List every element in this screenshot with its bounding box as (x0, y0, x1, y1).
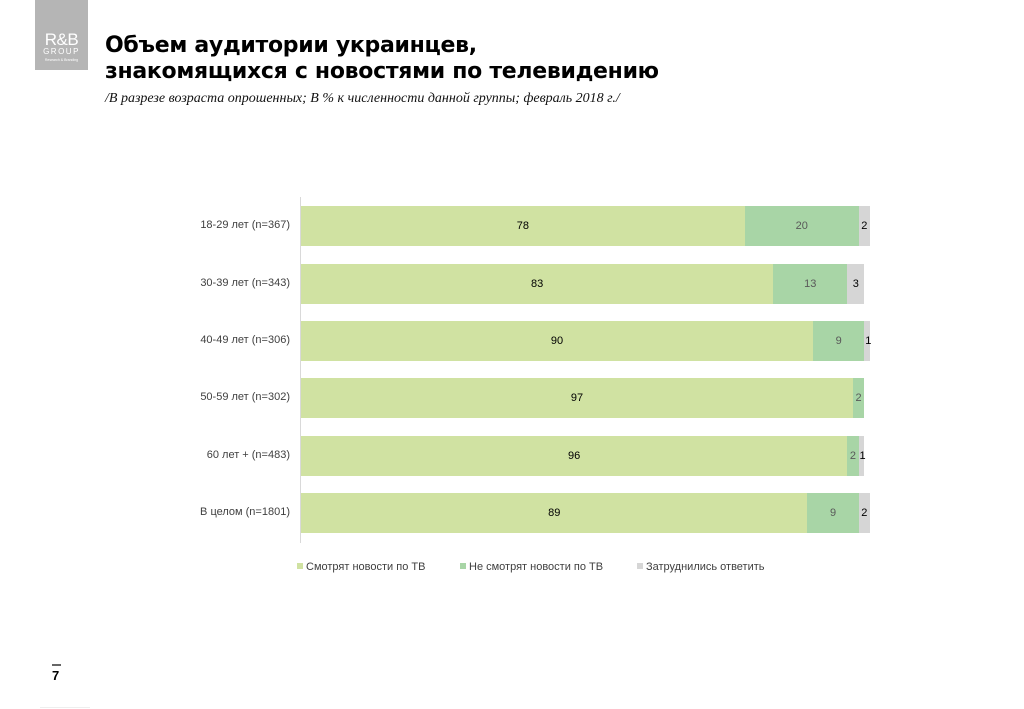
data-label: 3 (852, 278, 859, 290)
bar-segment (301, 378, 853, 418)
title-line-2: знакомящихся с новостями по телевидению (105, 59, 659, 84)
data-label: 78 (516, 220, 530, 232)
legend-item: Не смотрят новости по ТВ (460, 561, 603, 573)
bar-segment (301, 321, 814, 361)
data-label: 1 (859, 450, 866, 462)
bar-segment (813, 321, 865, 361)
category-label: 60 лет + (n=483) (206, 449, 290, 461)
legend-label: Затруднились ответить (646, 561, 765, 573)
bar-segment (858, 436, 865, 476)
logo-group: GROUP (43, 47, 80, 56)
data-label: 2 (861, 220, 868, 232)
legend-label: Не смотрят новости по ТВ (469, 561, 604, 573)
bar-segment (847, 436, 859, 476)
category-label: 40-49 лет (n=306) (200, 334, 290, 346)
bar-segment (301, 493, 808, 533)
legend-item: Смотрят новости по ТВ (297, 561, 425, 573)
footer-line (40, 707, 90, 708)
data-label: 2 (849, 450, 856, 462)
page-subtitle: /В разрезе возраста опрошенных; В % к чи… (105, 91, 620, 106)
category-label: 18-29 лет (n=367) (200, 219, 290, 231)
category-label: 30-39 лет (n=343) (200, 277, 290, 289)
bar-segment (301, 264, 774, 304)
legend-swatch (297, 563, 303, 569)
data-label: 96 (567, 450, 581, 462)
bar-segment (301, 206, 745, 246)
bar-segment (301, 436, 848, 476)
legend-label: Смотрят новости по ТВ (306, 561, 426, 573)
data-label: 83 (531, 278, 544, 290)
category-label: В целом (n=1801) (200, 506, 290, 518)
legend-swatch (637, 563, 643, 569)
category-label: 50-59 лет (n=302) (200, 391, 290, 403)
data-label: 2 (855, 392, 862, 404)
data-label: 97 (570, 392, 584, 404)
legend-swatch (460, 563, 466, 569)
title-line-1: Объем аудитории украинцев, (105, 33, 477, 58)
page-title: Объем аудитории украинцев, знакомящихся … (105, 33, 659, 85)
bar-segment (858, 493, 870, 533)
legend-item: Затруднились ответить (637, 561, 765, 573)
logo-tagline: Research & Branding (44, 58, 79, 62)
data-label: 9 (835, 335, 842, 347)
data-label: 9 (829, 507, 837, 519)
y-axis-line (300, 197, 301, 543)
bar-segment (807, 493, 859, 533)
data-label: 20 (795, 220, 808, 232)
bar-segment (858, 206, 870, 246)
logo-main: R&B (44, 30, 79, 49)
company-logo: R&B GROUP Research & Branding (35, 0, 88, 70)
page-number: 7 (52, 668, 60, 683)
page-number-mark (52, 664, 61, 666)
data-label: 89 (548, 507, 561, 519)
bar-segment (864, 321, 870, 361)
bar-segment (773, 264, 848, 304)
data-label: 13 (804, 278, 817, 290)
bar-segment (852, 378, 865, 418)
bar-segment (744, 206, 859, 246)
data-label: 2 (861, 507, 868, 519)
data-label: 1 (865, 335, 872, 347)
bar-segment (847, 264, 865, 304)
data-label: 90 (550, 335, 564, 347)
